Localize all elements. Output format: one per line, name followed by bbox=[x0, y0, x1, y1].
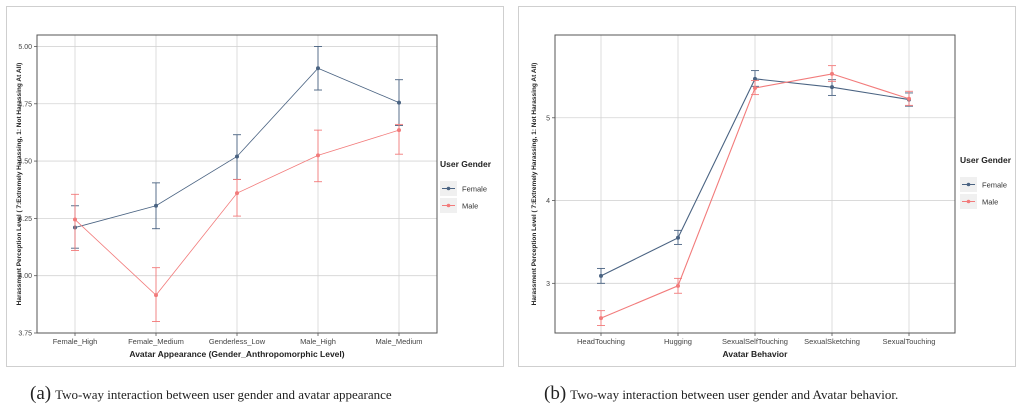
data-point-male bbox=[73, 217, 77, 222]
legend-key-point bbox=[966, 182, 971, 187]
x-tick-label: Genderless_Low bbox=[209, 337, 266, 346]
y-axis-title: Harassment Perception Level ( 7:Extremel… bbox=[16, 63, 23, 306]
legend-title: User Gender bbox=[440, 159, 492, 169]
data-point-female bbox=[235, 154, 239, 159]
legend-label-male: Male bbox=[462, 202, 478, 211]
data-point-male bbox=[397, 128, 401, 133]
data-point-male bbox=[753, 85, 757, 90]
y-tick-label: 5.00 bbox=[18, 44, 32, 51]
data-point-male bbox=[235, 191, 239, 196]
data-point-male bbox=[316, 153, 320, 158]
x-tick-label: Male_Medium bbox=[375, 337, 422, 346]
legend-title: User Gender bbox=[960, 155, 1012, 165]
legend-key-point bbox=[966, 199, 971, 204]
chart-panel-a: 3.75 4.00 4.25 4.50 4.75 5.00 Female_High Femal… bbox=[6, 6, 504, 367]
y-axis-title: Harassment Perception Level ( 7:Extremel… bbox=[531, 63, 538, 306]
caption-b: (b) Two-way interaction between user gen… bbox=[544, 383, 898, 405]
x-axis-title: Avatar Appearance (Gender_Anthropomorphi… bbox=[129, 349, 344, 359]
caption-b-text: Two-way interaction between user gender … bbox=[570, 387, 899, 402]
legend-label-female: Female bbox=[462, 185, 487, 194]
y-tick-label: 3.75 bbox=[18, 331, 32, 338]
data-point-male bbox=[599, 316, 603, 321]
data-point-male bbox=[907, 96, 911, 101]
y-tick-label: 4.50 bbox=[18, 159, 32, 166]
legend-label-female: Female bbox=[982, 181, 1007, 190]
data-point-male bbox=[830, 71, 834, 76]
x-tick-label: Female_Medium bbox=[128, 337, 184, 346]
data-point-female bbox=[830, 85, 834, 90]
data-point-male bbox=[154, 293, 158, 298]
legend-key-point bbox=[446, 186, 451, 191]
x-tick-label: HeadTouching bbox=[577, 337, 625, 346]
caption-a: (a) Two-way interaction between user gen… bbox=[30, 383, 392, 405]
data-point-female bbox=[316, 66, 320, 71]
x-tick-label: SexualTouching bbox=[883, 337, 936, 346]
y-tick-label: 4.75 bbox=[18, 101, 32, 108]
data-point-female bbox=[753, 76, 757, 81]
chart-a-svg: 3.75 4.00 4.25 4.50 4.75 5.00 Female_High Femal… bbox=[16, 34, 492, 359]
y-tick-label: 4 bbox=[546, 198, 550, 205]
caption-b-letter: (b) bbox=[544, 383, 567, 404]
x-tick-label: SexualSelfTouching bbox=[722, 337, 788, 346]
y-tick-label: 4.00 bbox=[18, 273, 32, 280]
x-tick-label: Female_High bbox=[53, 337, 98, 346]
data-point-female bbox=[599, 273, 603, 278]
x-tick-label: SexualSketching bbox=[804, 337, 860, 346]
x-tick-label: Male_High bbox=[300, 337, 336, 346]
legend-key-point bbox=[446, 203, 451, 208]
caption-a-letter: (a) bbox=[30, 383, 52, 404]
y-tick-label: 3 bbox=[546, 281, 550, 288]
y-tick-label: 4.25 bbox=[18, 216, 32, 223]
data-point-female bbox=[397, 100, 401, 105]
caption-a-text: Two-way interaction between user gender … bbox=[55, 387, 392, 402]
data-point-female bbox=[154, 203, 158, 208]
data-point-female bbox=[676, 235, 680, 240]
data-point-male bbox=[676, 283, 680, 288]
x-axis-title: Avatar Behavior bbox=[723, 349, 789, 359]
chart-panel-b: 3 4 5 HeadTouching Hugging SexualSelfTouching… bbox=[518, 6, 1016, 367]
chart-b-svg: 3 4 5 HeadTouching Hugging SexualSelfTouching… bbox=[531, 34, 1012, 359]
legend-label-male: Male bbox=[982, 198, 998, 207]
y-tick-label: 5 bbox=[546, 115, 550, 122]
x-tick-label: Hugging bbox=[664, 337, 692, 346]
